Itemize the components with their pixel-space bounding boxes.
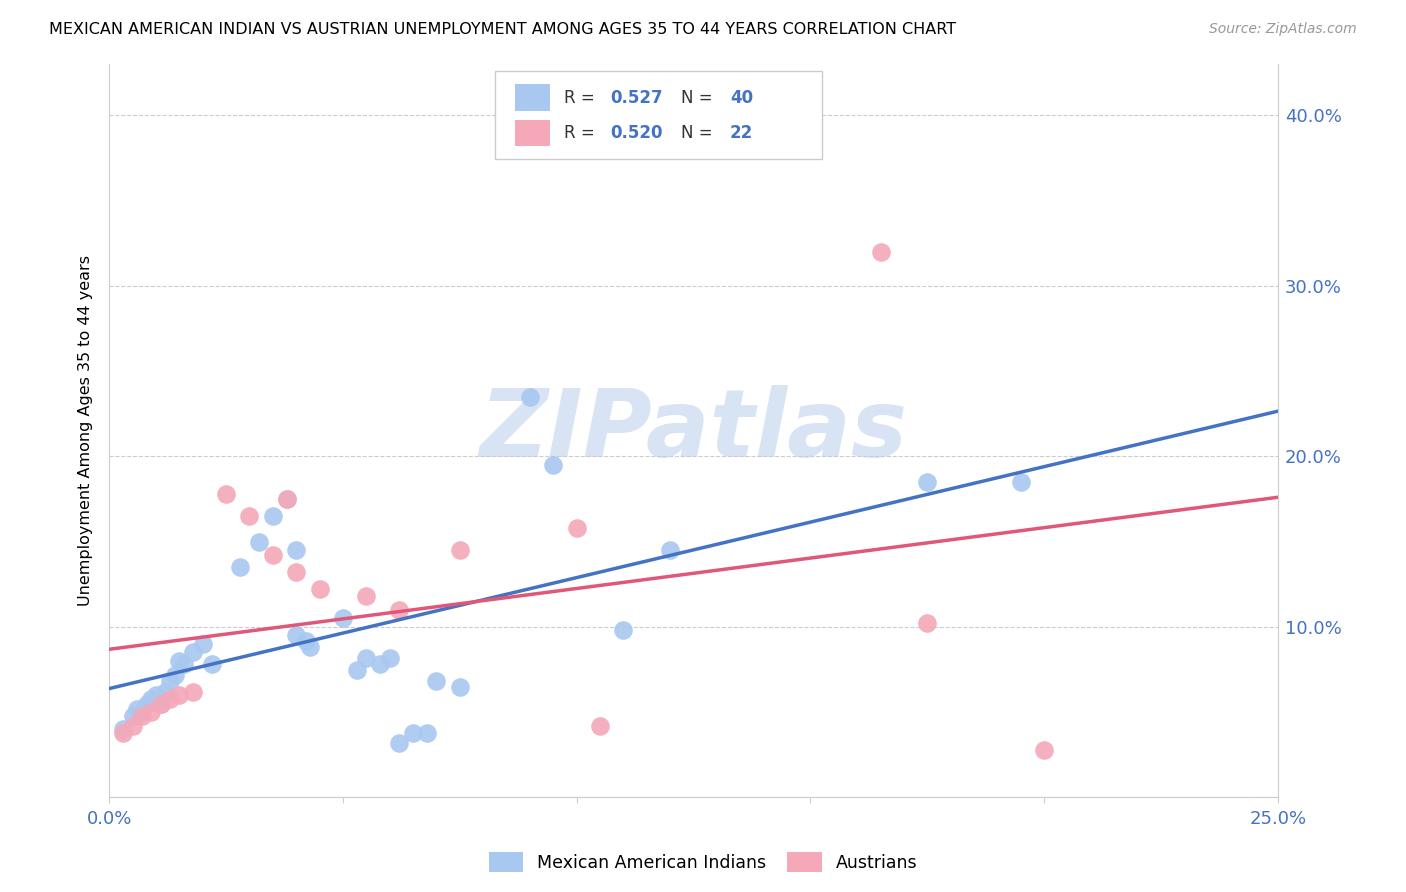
Point bbox=[262, 509, 284, 524]
Point bbox=[299, 640, 322, 655]
Point bbox=[183, 684, 205, 698]
Text: 0.520: 0.520 bbox=[610, 124, 664, 142]
Point bbox=[659, 543, 682, 558]
Text: MEXICAN AMERICAN INDIAN VS AUSTRIAN UNEMPLOYMENT AMONG AGES 35 TO 44 YEARS CORRE: MEXICAN AMERICAN INDIAN VS AUSTRIAN UNEM… bbox=[49, 22, 956, 37]
Point bbox=[519, 390, 541, 404]
Point bbox=[149, 697, 172, 711]
Point bbox=[155, 684, 177, 698]
Point bbox=[191, 637, 214, 651]
Point bbox=[121, 719, 143, 733]
Point bbox=[159, 691, 181, 706]
Point bbox=[215, 487, 238, 501]
Point bbox=[416, 725, 439, 739]
Text: 0.527: 0.527 bbox=[610, 88, 664, 107]
Point bbox=[346, 663, 368, 677]
Point bbox=[308, 582, 330, 597]
Point bbox=[276, 491, 298, 506]
Point bbox=[183, 645, 205, 659]
Point bbox=[247, 534, 270, 549]
Point bbox=[285, 543, 308, 558]
Point bbox=[285, 628, 308, 642]
Point bbox=[173, 657, 195, 672]
Point bbox=[425, 674, 447, 689]
Point bbox=[294, 633, 316, 648]
Point bbox=[145, 688, 167, 702]
FancyBboxPatch shape bbox=[495, 71, 823, 160]
Point bbox=[332, 611, 354, 625]
Text: Source: ZipAtlas.com: Source: ZipAtlas.com bbox=[1209, 22, 1357, 37]
Legend: Mexican American Indians, Austrians: Mexican American Indians, Austrians bbox=[482, 845, 924, 879]
Text: R =: R = bbox=[564, 124, 600, 142]
Point bbox=[169, 654, 191, 668]
Text: 40: 40 bbox=[730, 88, 754, 107]
Point bbox=[356, 650, 378, 665]
Point bbox=[388, 736, 411, 750]
Point bbox=[1010, 475, 1032, 489]
Point bbox=[543, 458, 565, 472]
Text: N =: N = bbox=[681, 88, 717, 107]
Text: N =: N = bbox=[681, 124, 717, 142]
Point bbox=[169, 688, 191, 702]
Point bbox=[262, 548, 284, 562]
Point bbox=[201, 657, 224, 672]
Point bbox=[917, 475, 939, 489]
Point bbox=[612, 624, 634, 638]
Point bbox=[163, 667, 186, 681]
Text: 22: 22 bbox=[730, 124, 754, 142]
Point bbox=[370, 657, 392, 672]
Point bbox=[159, 674, 181, 689]
Point bbox=[229, 560, 252, 574]
Point bbox=[141, 705, 163, 719]
Y-axis label: Unemployment Among Ages 35 to 44 years: Unemployment Among Ages 35 to 44 years bbox=[79, 255, 93, 607]
Point bbox=[917, 616, 939, 631]
FancyBboxPatch shape bbox=[515, 120, 550, 146]
Point bbox=[135, 697, 157, 711]
Point bbox=[1033, 742, 1056, 756]
Point bbox=[449, 680, 471, 694]
Point bbox=[378, 650, 401, 665]
Point bbox=[285, 566, 308, 580]
Point bbox=[131, 705, 153, 719]
Text: R =: R = bbox=[564, 88, 600, 107]
FancyBboxPatch shape bbox=[515, 85, 550, 111]
Point bbox=[127, 702, 149, 716]
Point bbox=[238, 509, 260, 524]
Point bbox=[449, 543, 471, 558]
Point bbox=[276, 491, 298, 506]
Point bbox=[388, 603, 411, 617]
Point bbox=[402, 725, 425, 739]
Point bbox=[589, 719, 612, 733]
Point bbox=[869, 244, 891, 259]
Point bbox=[112, 723, 135, 737]
Point bbox=[149, 697, 172, 711]
Point bbox=[565, 521, 588, 535]
Point bbox=[121, 708, 143, 723]
Point bbox=[141, 691, 163, 706]
Point bbox=[112, 725, 135, 739]
Text: ZIPatlas: ZIPatlas bbox=[479, 384, 908, 476]
Point bbox=[131, 708, 153, 723]
Point bbox=[356, 589, 378, 603]
